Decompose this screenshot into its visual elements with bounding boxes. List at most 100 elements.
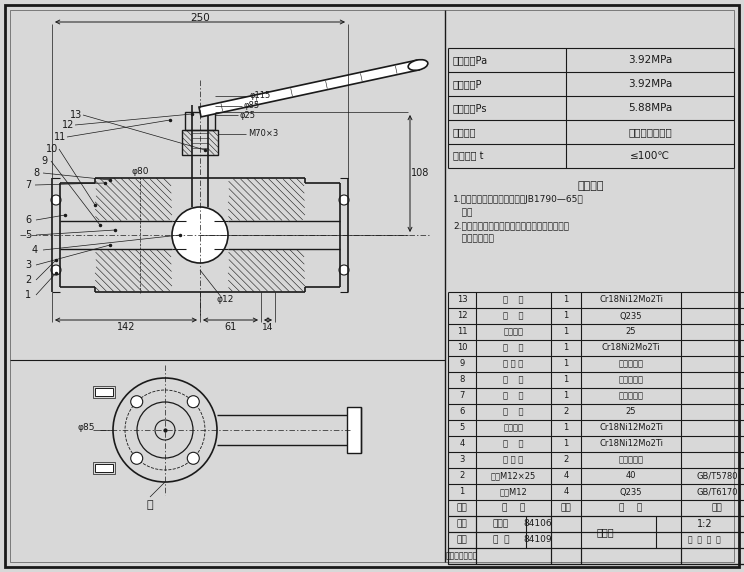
Text: 4: 4 [563, 487, 568, 496]
Text: 球心阀: 球心阀 [596, 527, 614, 537]
Text: 142: 142 [117, 322, 135, 332]
Text: 10: 10 [46, 144, 58, 154]
Text: 8: 8 [459, 375, 465, 384]
Text: 1: 1 [563, 423, 568, 432]
Bar [95, 464, 113, 472]
Text: 8: 8 [33, 168, 39, 178]
Text: 3.92MPa: 3.92MPa [628, 55, 672, 65]
Text: 规定: 规定 [453, 209, 472, 217]
Text: 名    称: 名 称 [502, 503, 525, 513]
Bar [347, 407, 361, 453]
Text: Cr18Ni2Mo2Ti: Cr18Ni2Mo2Ti [602, 344, 661, 352]
Text: 聚四氟乙烯: 聚四氟乙烯 [618, 359, 644, 368]
Text: 14: 14 [263, 323, 274, 332]
Text: φ12: φ12 [217, 296, 234, 304]
Text: GB/T5780: GB/T5780 [696, 471, 738, 480]
Text: 11: 11 [457, 328, 467, 336]
Text: Cr18Ni12Mo2Ti: Cr18Ni12Mo2Ti [599, 296, 663, 304]
Text: 数量: 数量 [561, 503, 571, 513]
Text: 2: 2 [25, 275, 31, 285]
Text: Cr18Ni12Mo2Ti: Cr18Ni12Mo2Ti [599, 423, 663, 432]
Text: 序号: 序号 [457, 503, 467, 513]
Text: 垫    片: 垫 片 [503, 391, 524, 400]
Text: 螺母M12: 螺母M12 [500, 487, 527, 496]
Text: 4: 4 [32, 245, 38, 255]
Text: Cr18Ni12Mo2Ti: Cr18Ni12Mo2Ti [599, 439, 663, 448]
Text: 25: 25 [626, 407, 636, 416]
Text: 聚四氟乙烯: 聚四氟乙烯 [618, 375, 644, 384]
Text: 7: 7 [459, 391, 465, 400]
Text: 5: 5 [25, 230, 31, 240]
Text: 公称压力Pa: 公称压力Pa [453, 55, 488, 65]
Text: 1: 1 [563, 312, 568, 320]
Text: 密 封 圈: 密 封 圈 [504, 455, 524, 464]
Text: 1:2: 1:2 [696, 519, 712, 529]
Text: φ85: φ85 [77, 423, 95, 432]
Text: 共  页  第  张: 共 页 第 张 [688, 535, 721, 545]
Text: 4: 4 [563, 471, 568, 480]
Ellipse shape [408, 59, 428, 70]
Text: 垫    环: 垫 环 [503, 375, 524, 384]
Text: φ115: φ115 [250, 92, 272, 101]
Text: 适用温度 t: 适用温度 t [453, 151, 484, 161]
Text: 1: 1 [459, 487, 464, 496]
Text: 适用介质: 适用介质 [453, 127, 476, 137]
Text: （校名、班号）: （校名、班号） [446, 551, 478, 561]
Text: φ85: φ85 [244, 101, 260, 110]
Text: 1: 1 [25, 290, 31, 300]
Text: 2: 2 [459, 471, 464, 480]
Text: 开: 开 [147, 500, 153, 510]
Text: 1: 1 [563, 328, 568, 336]
Text: 2: 2 [563, 407, 568, 416]
Text: 12: 12 [62, 120, 74, 130]
Text: 6: 6 [25, 215, 31, 225]
Text: Q235: Q235 [620, 312, 642, 320]
Circle shape [51, 265, 61, 275]
Circle shape [187, 452, 199, 464]
Text: 醋酸磷酸浓硫酸: 醋酸磷酸浓硫酸 [628, 127, 672, 137]
Text: 7: 7 [25, 180, 31, 190]
Text: 11: 11 [54, 132, 66, 142]
Text: φ25: φ25 [240, 110, 256, 120]
Text: 61: 61 [225, 322, 237, 332]
Text: 5.88MPa: 5.88MPa [628, 103, 672, 113]
Bar [93, 462, 115, 474]
Bar [185, 112, 215, 130]
Text: 2: 2 [563, 455, 568, 464]
Text: 13: 13 [457, 296, 467, 304]
Text: 聚四氟乙烯: 聚四氟乙烯 [618, 455, 644, 464]
Circle shape [131, 452, 143, 464]
Text: 法    兰: 法 兰 [503, 407, 524, 416]
Polygon shape [199, 60, 419, 117]
Circle shape [187, 396, 199, 408]
Text: 3: 3 [25, 260, 31, 270]
Text: 3: 3 [459, 455, 465, 464]
Text: 1: 1 [563, 375, 568, 384]
Text: 9: 9 [41, 156, 47, 166]
Text: M70×3: M70×3 [248, 129, 278, 138]
Text: 阀    杆: 阀 杆 [503, 296, 524, 304]
Text: 40: 40 [626, 471, 636, 480]
Text: 1: 1 [563, 359, 568, 368]
Bar [182, 130, 218, 155]
Text: 阀    体: 阀 体 [503, 344, 524, 352]
Text: 材    料: 材 料 [619, 503, 643, 513]
Text: 6: 6 [459, 407, 465, 416]
Text: 250: 250 [190, 13, 210, 23]
Text: 12: 12 [457, 312, 467, 320]
Text: 84109: 84109 [524, 535, 552, 545]
Text: GB/T6170: GB/T6170 [696, 487, 738, 496]
Circle shape [131, 396, 143, 408]
Circle shape [339, 195, 349, 205]
Text: 合格后方投产: 合格后方投产 [453, 235, 494, 244]
Text: 球    心: 球 心 [503, 439, 524, 448]
Text: 聚四氟乙烯: 聚四氟乙烯 [618, 391, 644, 400]
Bar [93, 386, 115, 398]
Text: ≤100℃: ≤100℃ [630, 151, 670, 161]
Bar [95, 388, 113, 396]
Text: 1: 1 [563, 439, 568, 448]
Text: 4: 4 [459, 439, 464, 448]
Text: 1: 1 [563, 296, 568, 304]
Text: 向  中: 向 中 [493, 535, 509, 545]
Text: 技术要求: 技术要求 [578, 181, 604, 191]
